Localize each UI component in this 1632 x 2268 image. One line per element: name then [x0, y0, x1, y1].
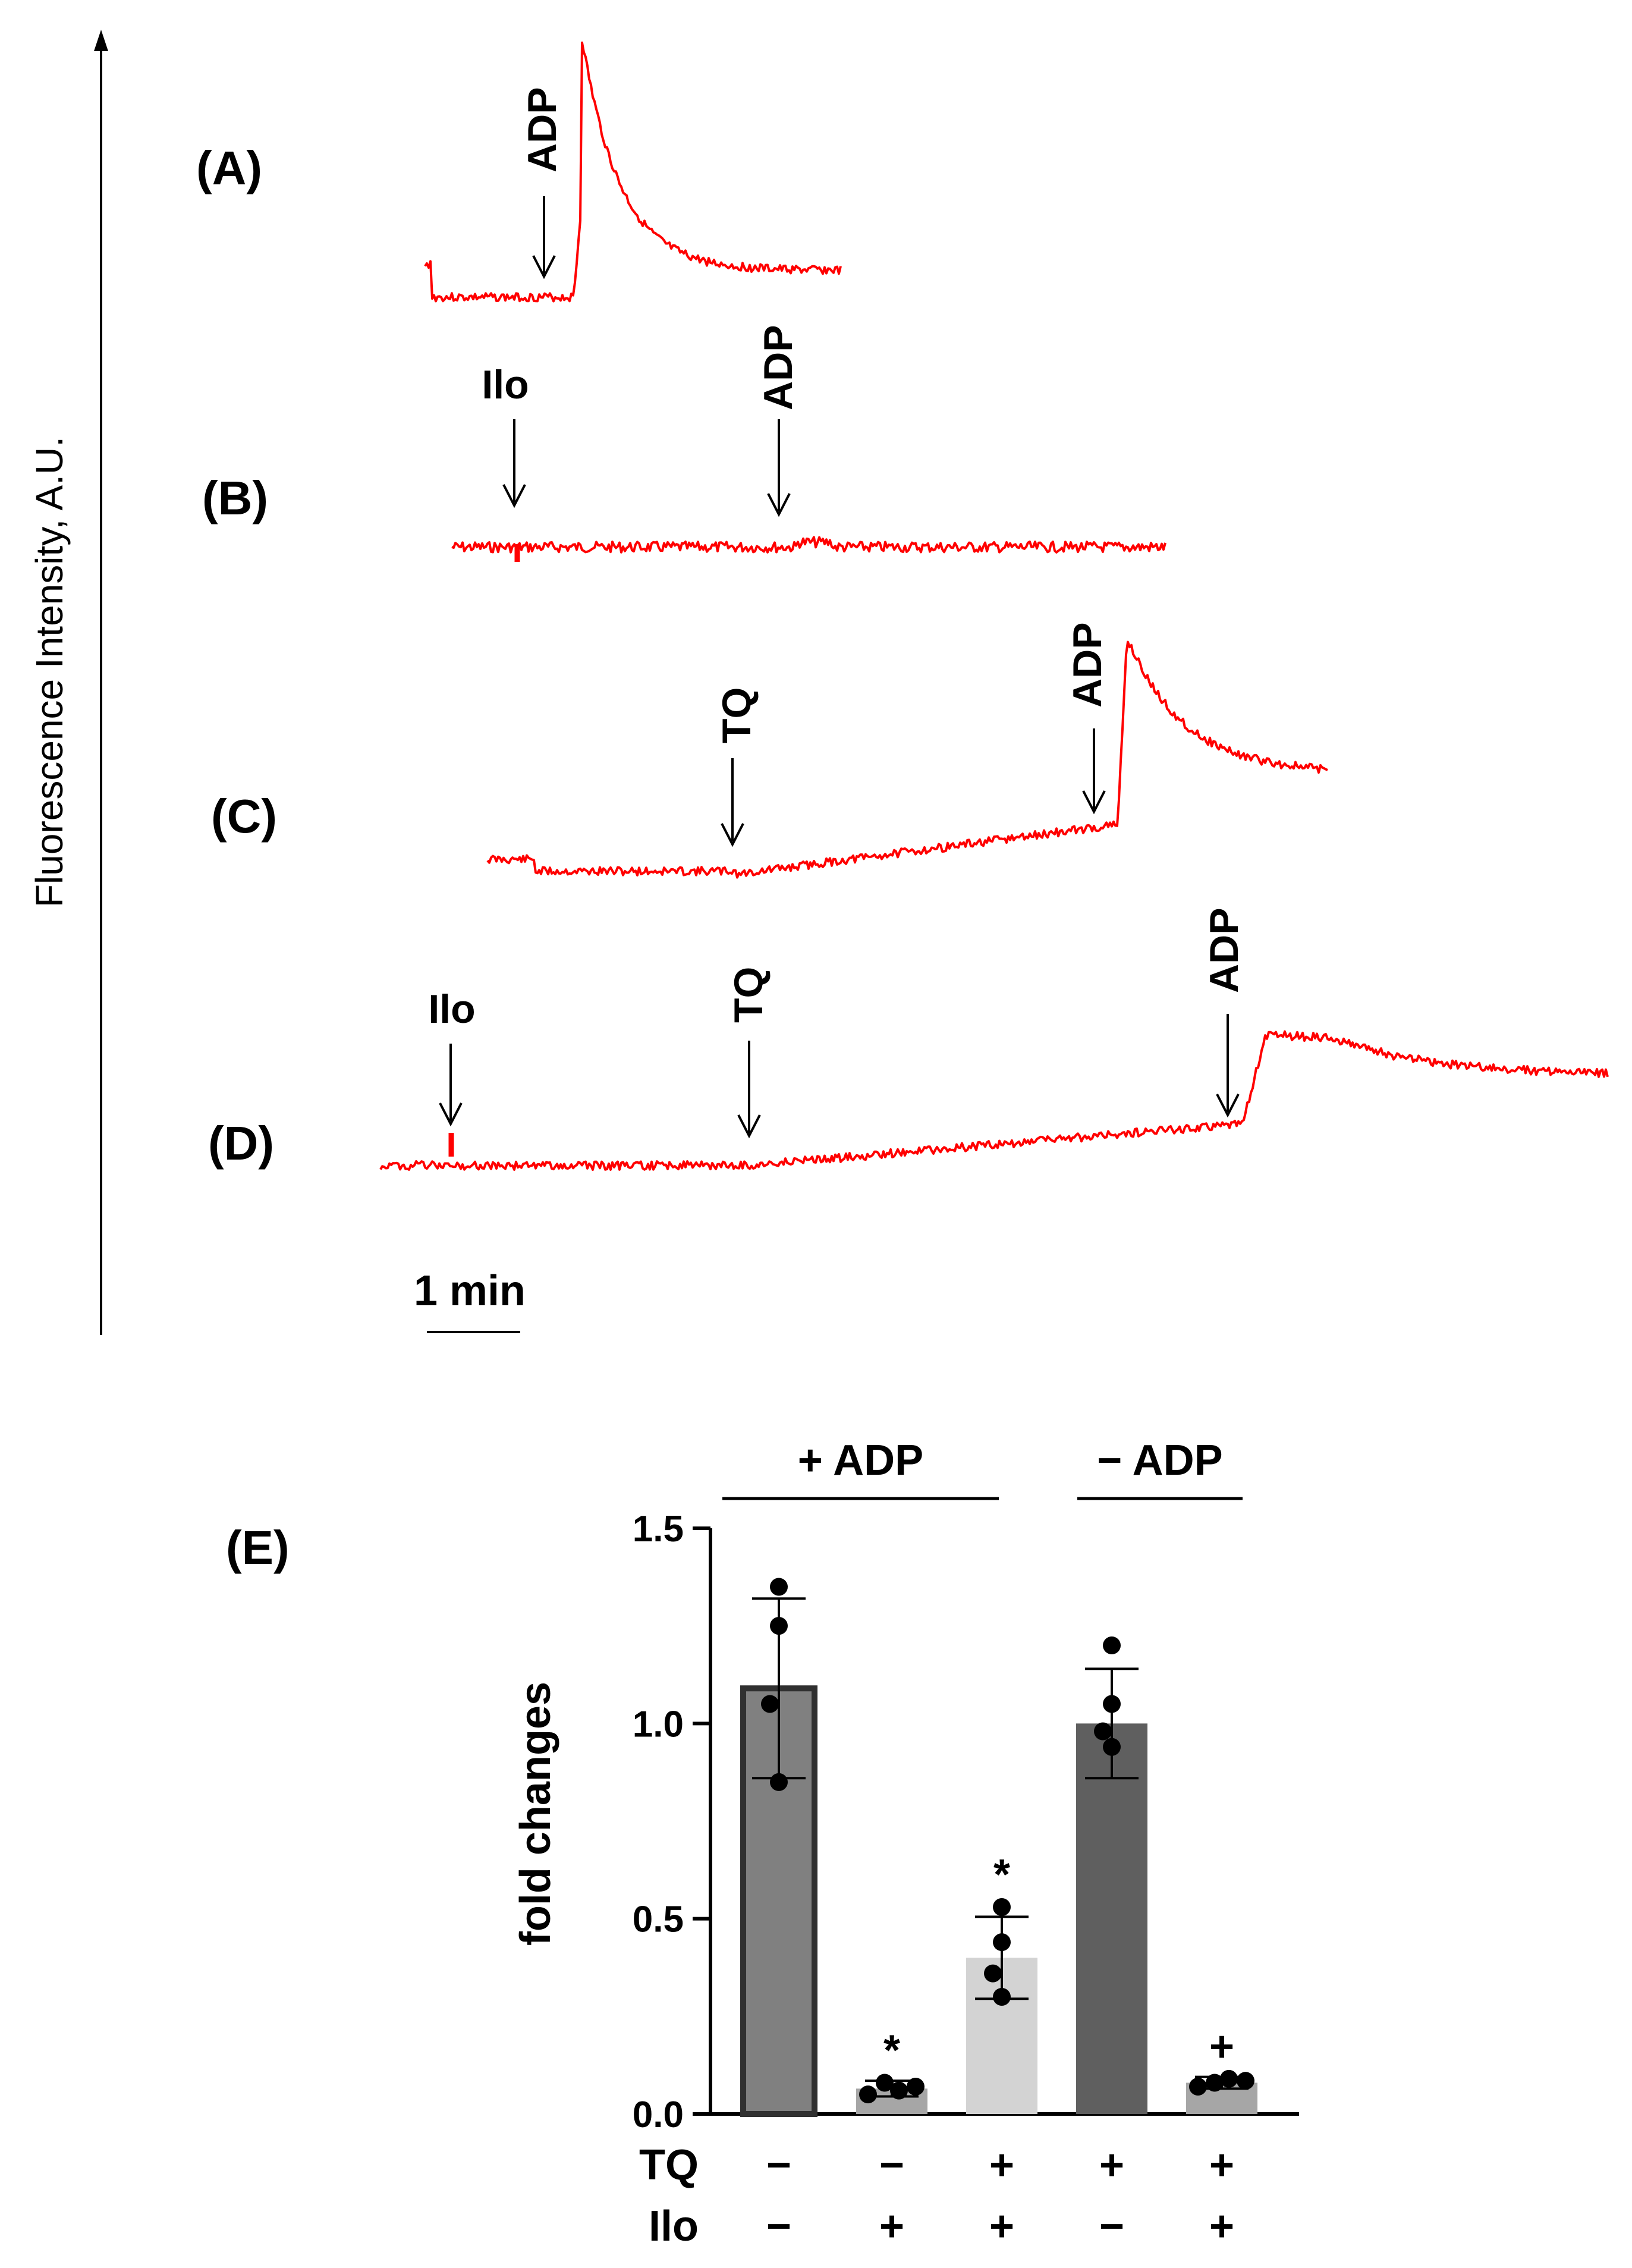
- y-tick-label: 0.5: [633, 1899, 684, 1940]
- data-point: [876, 2074, 894, 2092]
- panel-label-E: (E): [226, 1521, 290, 1574]
- bar-chart-E: (E) fold changes 0.0 0.5 1.0 1.5 * * + + ADP −…: [226, 1437, 1299, 2250]
- data-point: [1206, 2074, 1224, 2092]
- chart-ylabel: fold changes: [512, 1682, 559, 1946]
- panel-label-A: (A): [196, 142, 262, 194]
- significance-marker: *: [883, 2027, 900, 2074]
- condition-cell: +: [989, 2203, 1014, 2250]
- chart-axes: 0.0 0.5 1.0 1.5: [633, 1509, 1299, 2135]
- data-point: [1220, 2069, 1238, 2088]
- data-point: [1189, 2078, 1207, 2096]
- y-tick-label: 0.0: [633, 2094, 684, 2135]
- trace-panel-A: (A) ADP: [196, 41, 842, 303]
- condition-cell: +: [879, 2203, 904, 2250]
- data-point: [993, 1988, 1011, 2006]
- data-point: [984, 1964, 1002, 1983]
- bar-3: [1076, 1723, 1147, 2114]
- data-point: [890, 2081, 908, 2100]
- event-label-C-adp: ADP: [1065, 622, 1110, 708]
- trace-panel-C: (C) TQ ADP: [211, 622, 1328, 879]
- event-label-B-adp: ADP: [756, 325, 801, 410]
- event-label-D-ilo: Ilo: [428, 987, 475, 1032]
- significance-marker: *: [993, 1851, 1010, 1899]
- event-label-D-adp: ADP: [1202, 907, 1247, 993]
- chart-condition-table: TQ − − + + + Ilo − + + − +: [639, 2141, 1234, 2250]
- panel-label-B: (B): [202, 472, 268, 524]
- condition-cell: +: [1209, 2203, 1234, 2250]
- data-point: [1103, 1695, 1121, 1713]
- trace-panel-B: (B) Ilo ADP: [202, 325, 1166, 554]
- event-label-B-ilo: Ilo: [482, 362, 529, 407]
- condition-row-label: Ilo: [649, 2203, 699, 2250]
- data-point: [993, 1933, 1011, 1952]
- y-axis-label: Fluorescence Intensity, A.U.: [28, 436, 71, 907]
- time-scale-bar: 1 min: [414, 1267, 526, 1333]
- data-point: [770, 1617, 788, 1635]
- data-point: [993, 1898, 1011, 1916]
- bar-0: [740, 1685, 817, 2118]
- trace-panel-D: (D) Ilo TQ ADP: [208, 907, 1609, 1171]
- condition-row-label: TQ: [639, 2141, 699, 2189]
- data-point: [1094, 1722, 1112, 1741]
- data-point: [770, 1578, 788, 1596]
- panel-label-C: (C): [211, 790, 277, 843]
- data-point: [1103, 1738, 1121, 1756]
- data-point: [907, 2078, 925, 2096]
- significance-marker: +: [1209, 2023, 1234, 2071]
- trace-line-B: [451, 536, 1166, 554]
- panel-label-D: (D): [208, 1117, 274, 1170]
- event-label-D-tq: TQ: [726, 967, 771, 1023]
- condition-cell: +: [1099, 2141, 1124, 2189]
- data-point: [859, 2085, 877, 2104]
- condition-cell: +: [1209, 2141, 1234, 2189]
- condition-cell: −: [1099, 2203, 1124, 2250]
- event-label-A-adp: ADP: [520, 87, 565, 172]
- data-point: [770, 1773, 788, 1791]
- scale-bar-label: 1 min: [414, 1267, 526, 1315]
- condition-cell: −: [879, 2141, 904, 2189]
- data-point: [1237, 2072, 1254, 2090]
- trace-line-C: [486, 640, 1328, 879]
- trace-line-D: [379, 1030, 1609, 1171]
- chart-group-headers: + ADP − ADP: [722, 1437, 1243, 1500]
- group-header-label: − ADP: [1097, 1437, 1222, 1484]
- y-tick-label: 1.0: [633, 1704, 684, 1745]
- data-point: [1103, 1636, 1121, 1654]
- chart-bars: * * +: [740, 1578, 1257, 2118]
- y-tick-label: 1.5: [633, 1509, 684, 1550]
- condition-cell: +: [989, 2141, 1014, 2189]
- condition-cell: −: [766, 2141, 791, 2189]
- event-label-C-tq: TQ: [714, 687, 759, 743]
- group-header-label: + ADP: [798, 1437, 923, 1484]
- condition-cell: −: [766, 2203, 791, 2250]
- fluorescence-axis: [94, 30, 108, 1335]
- data-point: [761, 1695, 779, 1713]
- trace-line-A: [424, 41, 842, 303]
